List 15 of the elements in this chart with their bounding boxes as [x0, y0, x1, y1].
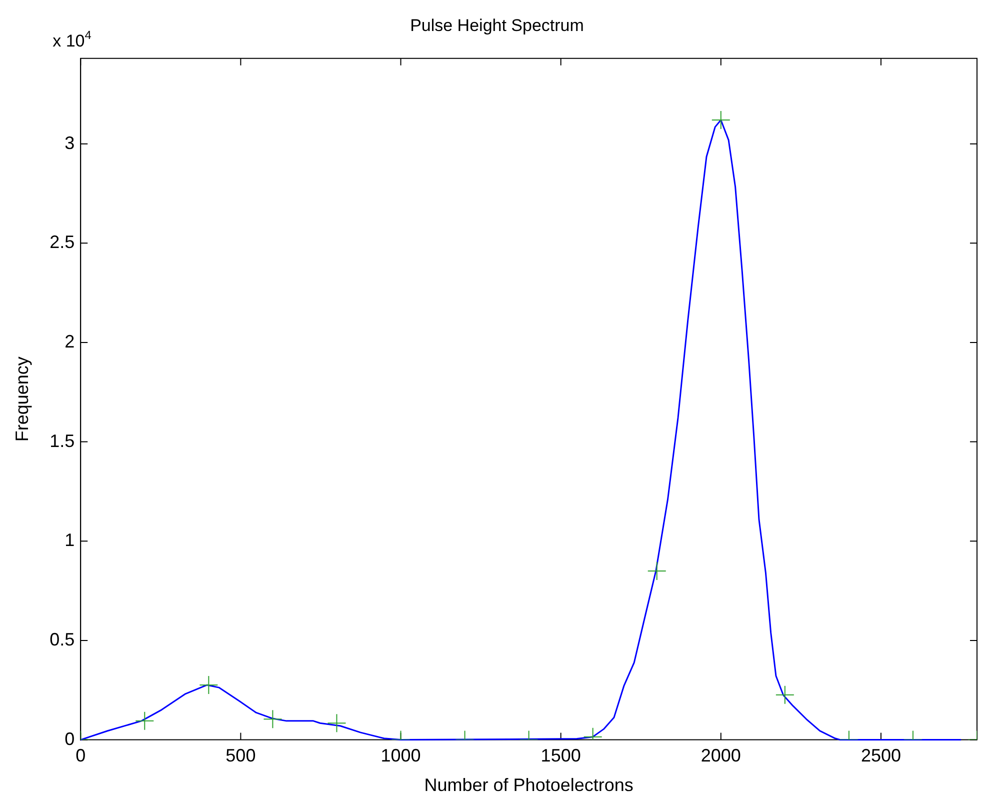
- y-tick-label: 1: [64, 530, 75, 550]
- y-axis-title: Frequency: [12, 356, 32, 442]
- x-tick-label: 1000: [380, 746, 421, 766]
- chart-title: Pulse Height Spectrum: [410, 16, 584, 35]
- x-tick-label: 2000: [700, 746, 741, 766]
- y-tick-label: 0: [64, 728, 75, 749]
- y-tick-label: 3: [64, 132, 75, 153]
- x-tick-label: 500: [226, 746, 256, 766]
- y-tick-label: 0.5: [50, 629, 75, 650]
- y-tick-label: 1.5: [50, 430, 75, 451]
- y-tick-label: 2.5: [50, 232, 75, 252]
- y-tick-label: 2: [64, 331, 75, 352]
- x-axis-title: Number of Photoelectrons: [424, 775, 634, 796]
- x-tick-label: 2500: [860, 746, 901, 766]
- x-tick-label: 1500: [540, 746, 581, 766]
